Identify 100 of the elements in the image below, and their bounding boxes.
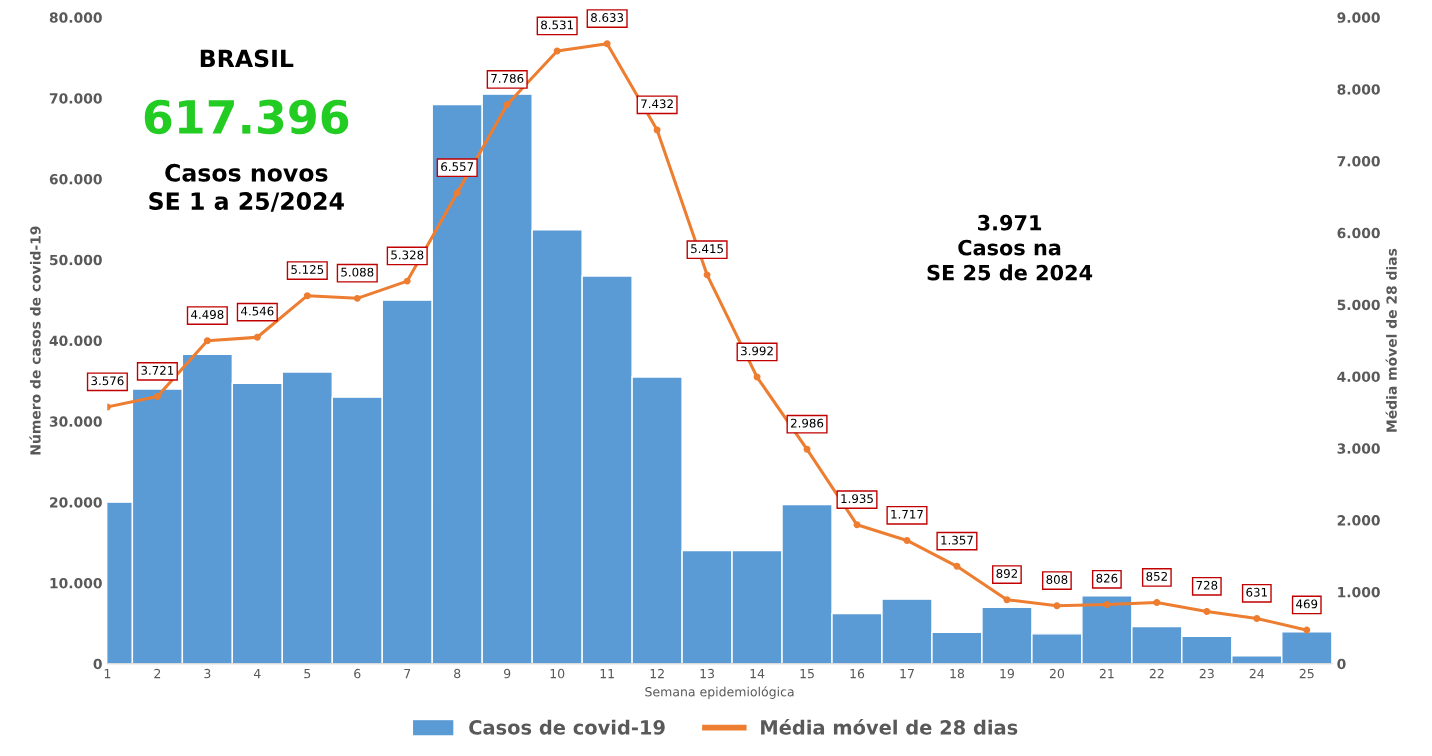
point [303, 292, 311, 300]
x-tick-label: 16 [850, 668, 865, 679]
data-label: 6.557 [441, 162, 474, 172]
x-tick-label: 17 [900, 669, 914, 679]
data-label: 1.717 [891, 509, 923, 519]
data-label: 5.415 [691, 244, 723, 254]
y2-axis-title: Média móvel de 28 dias [1385, 248, 1397, 432]
point [753, 373, 761, 381]
data-label: 4.498 [191, 310, 224, 319]
x-tick-label: 6 [354, 668, 361, 679]
y-tick-label: 50.000 [50, 254, 102, 266]
data-label: 826 [1096, 573, 1118, 583]
x-tick-label: 20 [1049, 668, 1065, 679]
x-tick-label: 9 [504, 668, 511, 679]
data-label: 7.432 [641, 99, 673, 109]
x-tick-label: 24 [1249, 668, 1265, 679]
x-tick-label: 1 [104, 669, 111, 679]
data-label: 3.576 [91, 376, 124, 386]
y2-tick-label: 1.000 [1338, 586, 1380, 598]
data-label: 728 [1196, 580, 1218, 590]
point [203, 337, 211, 345]
point [1253, 614, 1261, 622]
point [1303, 626, 1311, 634]
point [953, 562, 961, 570]
point [353, 294, 361, 302]
point [803, 445, 811, 453]
data-label: 8.531 [541, 20, 573, 30]
y-tick-label: 70.000 [49, 93, 102, 104]
data-label: 5.328 [391, 250, 424, 260]
x-axis-title: Semana epidemiológica [645, 686, 794, 699]
x-tick-label: 3 [204, 668, 211, 679]
data-label: 1.357 [941, 535, 973, 545]
data-label: 3.992 [741, 346, 773, 356]
x-tick-label: 14 [750, 669, 765, 679]
y-tick-label: 60.000 [49, 173, 102, 185]
data-label: 469 [1296, 599, 1318, 609]
x-tick-label: 10 [550, 668, 565, 679]
y2-tick-label: 3.000 [1337, 443, 1380, 454]
point [153, 393, 161, 400]
data-label: 8.633 [591, 13, 624, 23]
data-label: 4.546 [241, 306, 274, 316]
data-label: 2.986 [791, 418, 824, 428]
x-tick-label: 11 [600, 669, 614, 679]
x-tick-label: 19 [1000, 668, 1014, 679]
y2-tick-label: 4.000 [1337, 371, 1380, 382]
data-label: 631 [1246, 587, 1267, 597]
data-label: 892 [996, 569, 1018, 578]
y2-tick-label: 5.000 [1337, 299, 1380, 311]
y2-tick-label: 0 [1337, 658, 1346, 670]
point [453, 189, 461, 197]
annotation: Casos novos SE 1 a 25/2024 [149, 163, 344, 212]
data-label: 5.088 [341, 267, 374, 277]
x-tick-label: 21 [1099, 668, 1114, 679]
x-tick-label: 12 [650, 668, 664, 679]
legend-label: Casos de covid-19 [469, 719, 665, 735]
x-tick-label: 15 [800, 669, 814, 679]
point [603, 40, 611, 48]
y2-tick-label: 9.000 [1337, 12, 1380, 23]
point [653, 126, 661, 134]
point [253, 333, 261, 341]
point [1103, 600, 1111, 608]
data-label: 1.935 [841, 494, 873, 504]
annotation: 617.396 [144, 99, 349, 135]
y2-tick-label: 6.000 [1337, 227, 1380, 239]
data-label: 3.721 [141, 365, 174, 375]
x-tick-label: 2 [154, 668, 161, 679]
x-tick-label: 13 [700, 668, 715, 679]
y-axis-title: Número de casos de covid-19 [29, 226, 41, 455]
y2-tick-label: 8.000 [1337, 84, 1380, 95]
point [1003, 596, 1011, 604]
point [503, 101, 511, 109]
point [1203, 608, 1211, 615]
annotation: 3.971 Casos na SE 25 de 2024 [927, 214, 1093, 281]
point [1153, 599, 1161, 607]
x-tick-label: 25 [1299, 668, 1314, 679]
x-tick-label: 7 [404, 669, 411, 679]
x-tick-label: 23 [1199, 668, 1214, 679]
point [403, 277, 411, 285]
point [1053, 602, 1061, 610]
y-tick-label: 80.000 [49, 12, 102, 23]
y-tick-label: 40.000 [49, 335, 102, 347]
y-tick-label: 30.000 [49, 416, 102, 427]
x-tick-label: 18 [950, 668, 965, 679]
data-label: 808 [1046, 575, 1068, 585]
annotation: BRASIL [200, 49, 294, 68]
y-tick-label: 0 [93, 658, 102, 670]
y-tick-label: 20.000 [50, 497, 102, 508]
x-tick-label: 8 [454, 668, 461, 679]
y-tick-label: 10.000 [50, 577, 102, 589]
y2-tick-label: 2.000 [1337, 515, 1380, 526]
point [703, 271, 711, 279]
data-label: 5.125 [291, 265, 324, 274]
point [553, 47, 561, 55]
y2-tick-label: 7.000 [1337, 156, 1380, 167]
legend-label: Média móvel de 28 dias [761, 718, 1018, 735]
point [903, 536, 911, 544]
data-label: 7.786 [491, 73, 524, 83]
point [853, 521, 861, 529]
x-tick-label: 4 [253, 669, 261, 679]
x-tick-label: 5 [304, 669, 311, 679]
